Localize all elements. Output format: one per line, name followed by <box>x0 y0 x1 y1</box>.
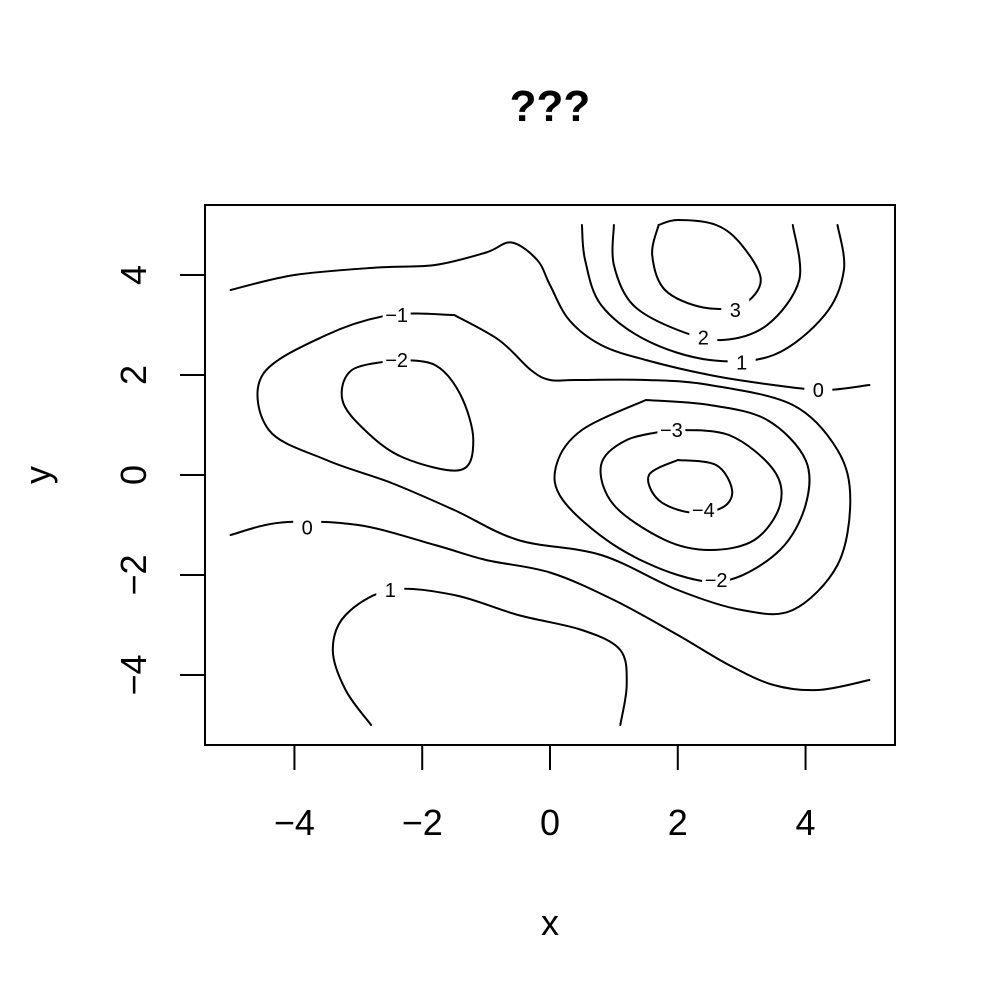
y-axis: −4 −2 0 2 4 <box>113 265 205 696</box>
contour-labels: 0 0 1 1 23 −1 −2 −2 −3 −4 <box>293 298 833 602</box>
y-tick-label: 0 <box>113 465 154 485</box>
contour-label-bg <box>293 515 322 540</box>
contour-label: −3 <box>660 420 683 442</box>
y-tick-label: −2 <box>113 554 154 595</box>
y-axis-label: y <box>17 466 58 484</box>
y-tick-label: 2 <box>113 365 154 385</box>
x-axis: −4 −2 0 2 4 <box>274 744 816 843</box>
contour-label-bg <box>727 350 756 375</box>
y-tick-label: 4 <box>113 265 154 285</box>
contour-line-neg3-9 <box>599 429 783 551</box>
contour-line-1-2 <box>580 224 846 363</box>
chart-title: ??? <box>510 82 591 131</box>
contour-line-neg2-7 <box>340 359 475 472</box>
contour-label-bg <box>804 378 833 402</box>
contour-line-3-5 <box>651 219 762 311</box>
contour-label-bg <box>689 325 718 350</box>
contour-line-neg1-6 <box>256 312 852 616</box>
contour-label-bg <box>376 578 405 602</box>
contour-lines <box>229 219 871 726</box>
contour-label: 1 <box>736 353 747 375</box>
x-tick-label: −2 <box>402 802 443 843</box>
x-axis-label: x <box>541 902 559 943</box>
x-tick-label: 4 <box>796 802 816 843</box>
contour-label-bg <box>689 498 718 522</box>
contour-line-2-4 <box>611 224 802 342</box>
contour-line-1-3 <box>331 587 628 726</box>
x-tick-label: 0 <box>540 802 560 843</box>
x-tick-label: −4 <box>274 802 315 843</box>
contour-label-bg <box>657 418 686 442</box>
contour-line-0-1 <box>229 520 871 692</box>
contour-label-bg <box>721 298 750 322</box>
contour-label: −2 <box>385 350 408 372</box>
contour-label: −1 <box>385 305 408 327</box>
contour-label: 0 <box>813 380 824 402</box>
contour-label: −2 <box>705 570 728 592</box>
contour-label: 3 <box>730 300 741 322</box>
contour-label-bg <box>702 568 731 592</box>
contour-label: 1 <box>385 580 396 602</box>
contour-label-bg <box>382 348 411 372</box>
contour-line-0-0 <box>229 241 871 391</box>
contour-label: 0 <box>302 518 313 540</box>
contour-label: −4 <box>692 500 715 522</box>
contour-label: 2 <box>698 328 709 350</box>
x-tick-label: 2 <box>668 802 688 843</box>
contour-label-bg <box>382 303 411 327</box>
y-tick-label: −4 <box>113 654 154 695</box>
